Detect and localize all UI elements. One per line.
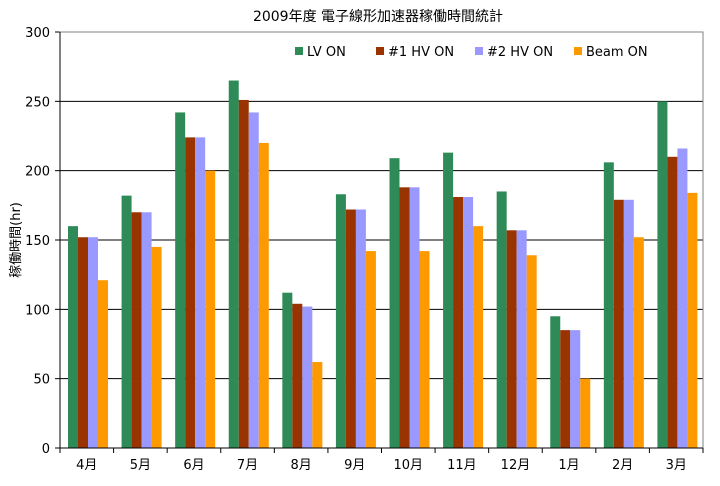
chart-title: 2009年度 電子線形加速器稼働時間統計 bbox=[253, 9, 503, 25]
legend: LV ON #1 HV ON #2 HV ON Beam ON bbox=[295, 45, 648, 60]
bar bbox=[248, 112, 259, 448]
bar bbox=[228, 80, 239, 449]
bar bbox=[687, 192, 698, 448]
bar bbox=[205, 170, 216, 448]
bar bbox=[141, 212, 152, 448]
bar bbox=[88, 237, 98, 448]
bar bbox=[121, 195, 132, 448]
bar bbox=[603, 162, 614, 448]
bar bbox=[633, 237, 644, 448]
bar bbox=[389, 158, 400, 449]
bar bbox=[419, 251, 430, 448]
x-tick-label: 3月 bbox=[666, 458, 687, 473]
x-tick-label: 4月 bbox=[76, 458, 97, 473]
bar bbox=[613, 199, 624, 448]
bar bbox=[443, 152, 454, 448]
legend-swatch bbox=[295, 47, 303, 55]
x-tick-label: 9月 bbox=[344, 458, 365, 473]
legend-label: Beam ON bbox=[586, 45, 648, 60]
y-tick-label: 100 bbox=[25, 303, 50, 318]
axes bbox=[55, 31, 704, 453]
legend-swatch bbox=[475, 47, 483, 55]
bar bbox=[302, 306, 313, 448]
bar bbox=[667, 156, 678, 449]
bar bbox=[282, 292, 293, 448]
bar bbox=[409, 187, 420, 448]
bar bbox=[185, 137, 196, 449]
bar bbox=[365, 251, 376, 448]
x-tick-label: 6月 bbox=[183, 458, 204, 473]
bar bbox=[677, 148, 688, 449]
bar bbox=[399, 187, 410, 448]
bar bbox=[623, 199, 634, 448]
bar bbox=[560, 330, 571, 448]
legend-label: #2 HV ON bbox=[487, 45, 553, 60]
bar bbox=[335, 194, 346, 448]
y-tick-label: 0 bbox=[42, 442, 50, 457]
bar bbox=[78, 237, 88, 448]
x-tick-label: 10月 bbox=[394, 458, 424, 473]
bar bbox=[312, 362, 323, 448]
y-tick-label: 50 bbox=[33, 373, 50, 388]
bar bbox=[580, 378, 591, 448]
bar bbox=[68, 226, 78, 448]
legend-label: LV ON bbox=[307, 45, 346, 60]
bar bbox=[345, 209, 356, 448]
y-tick-label: 250 bbox=[25, 95, 50, 110]
bar bbox=[151, 246, 162, 448]
bar bbox=[550, 316, 561, 448]
legend-label: #1 HV ON bbox=[388, 45, 454, 60]
x-tick-label: 5月 bbox=[130, 458, 151, 473]
x-tick-label: 11月 bbox=[447, 458, 477, 473]
y-tick-labels: 0 50 100 150 200 250 300 bbox=[25, 26, 50, 457]
bar bbox=[463, 197, 474, 448]
x-tick-label: 7月 bbox=[237, 458, 258, 473]
bar bbox=[570, 330, 581, 448]
bar bbox=[473, 226, 484, 448]
x-tick-label: 12月 bbox=[501, 458, 531, 473]
y-axis-label: 稼働時間(hr) bbox=[9, 202, 24, 278]
y-tick-label: 300 bbox=[25, 26, 50, 41]
bar bbox=[453, 197, 464, 448]
legend-swatch bbox=[376, 47, 384, 55]
bar bbox=[657, 101, 668, 448]
bar bbox=[526, 255, 537, 448]
bar bbox=[292, 303, 303, 448]
x-tick-label: 8月 bbox=[290, 458, 311, 473]
bar bbox=[238, 99, 249, 449]
bars bbox=[68, 80, 698, 449]
bar bbox=[98, 280, 108, 448]
bar bbox=[496, 191, 507, 448]
bar bbox=[506, 230, 517, 448]
x-tick-labels: 4月 5月 6月 7月 8月 9月 10月 11月 12月 1月 2月 3月 bbox=[76, 458, 687, 473]
bar bbox=[131, 212, 142, 448]
y-tick-label: 200 bbox=[25, 165, 50, 180]
legend-swatch bbox=[574, 47, 582, 55]
bar bbox=[516, 230, 527, 448]
x-tick-label: 2月 bbox=[612, 458, 633, 473]
bar bbox=[258, 142, 269, 448]
bar bbox=[175, 112, 186, 448]
bar bbox=[195, 137, 206, 449]
bar bbox=[355, 209, 366, 448]
x-tick-label: 1月 bbox=[558, 458, 579, 473]
y-tick-label: 150 bbox=[25, 234, 50, 249]
